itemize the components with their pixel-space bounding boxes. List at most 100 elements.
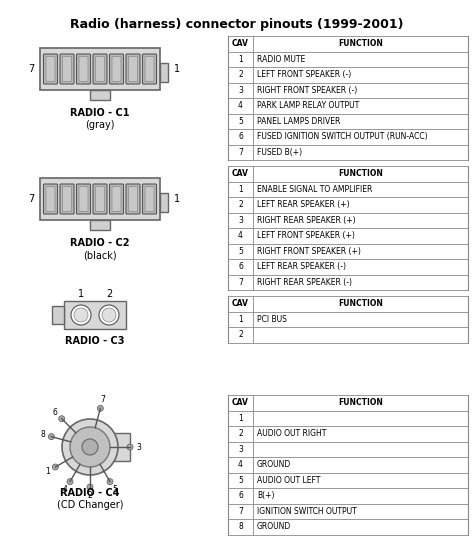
Text: 2: 2 bbox=[238, 70, 243, 79]
Text: 7: 7 bbox=[28, 194, 34, 204]
Text: 1: 1 bbox=[45, 467, 50, 476]
Circle shape bbox=[107, 478, 113, 485]
Text: (CD Changer): (CD Changer) bbox=[57, 500, 123, 510]
Text: 6: 6 bbox=[238, 132, 243, 141]
FancyBboxPatch shape bbox=[46, 186, 55, 212]
Circle shape bbox=[102, 308, 116, 322]
FancyBboxPatch shape bbox=[128, 186, 137, 212]
Text: 2: 2 bbox=[88, 491, 92, 501]
Text: PARK LAMP RELAY OUTPUT: PARK LAMP RELAY OUTPUT bbox=[257, 101, 359, 110]
FancyBboxPatch shape bbox=[79, 56, 88, 81]
FancyBboxPatch shape bbox=[145, 186, 154, 212]
Text: 1: 1 bbox=[238, 414, 243, 423]
FancyBboxPatch shape bbox=[95, 186, 104, 212]
Text: 8: 8 bbox=[238, 522, 243, 531]
FancyBboxPatch shape bbox=[126, 54, 140, 84]
Text: RADIO - C1: RADIO - C1 bbox=[70, 108, 130, 118]
Text: CAV: CAV bbox=[232, 169, 249, 178]
Text: 5: 5 bbox=[112, 485, 117, 494]
Circle shape bbox=[67, 478, 73, 485]
Text: (black): (black) bbox=[83, 250, 117, 260]
FancyBboxPatch shape bbox=[95, 56, 104, 81]
Text: 8: 8 bbox=[40, 430, 45, 439]
Circle shape bbox=[99, 305, 119, 325]
FancyBboxPatch shape bbox=[93, 184, 107, 214]
Text: 6: 6 bbox=[53, 408, 58, 417]
Text: FUNCTION: FUNCTION bbox=[338, 299, 383, 308]
Text: 1: 1 bbox=[238, 185, 243, 194]
Text: RADIO - C4: RADIO - C4 bbox=[60, 488, 120, 498]
Text: 6: 6 bbox=[238, 491, 243, 500]
Circle shape bbox=[52, 464, 58, 470]
Text: 1: 1 bbox=[238, 315, 243, 324]
Text: PCI BUS: PCI BUS bbox=[257, 315, 287, 324]
Text: RIGHT REAR SPEAKER (-): RIGHT REAR SPEAKER (-) bbox=[257, 278, 352, 287]
Text: B(+): B(+) bbox=[257, 491, 274, 500]
Text: FUNCTION: FUNCTION bbox=[338, 398, 383, 407]
Bar bbox=[90, 220, 110, 230]
FancyBboxPatch shape bbox=[145, 56, 154, 81]
Text: 7: 7 bbox=[238, 278, 243, 287]
FancyBboxPatch shape bbox=[76, 184, 91, 214]
FancyBboxPatch shape bbox=[63, 56, 72, 81]
Text: 7: 7 bbox=[238, 148, 243, 157]
Text: ENABLE SIGNAL TO AMPLIFIER: ENABLE SIGNAL TO AMPLIFIER bbox=[257, 185, 373, 194]
Bar bbox=[108, 433, 130, 461]
Text: 2: 2 bbox=[106, 289, 112, 299]
Text: 4: 4 bbox=[238, 231, 243, 240]
Text: RADIO - C3: RADIO - C3 bbox=[65, 336, 125, 346]
Text: RIGHT FRONT SPEAKER (+): RIGHT FRONT SPEAKER (+) bbox=[257, 247, 361, 256]
Circle shape bbox=[62, 419, 118, 475]
Text: 1: 1 bbox=[174, 64, 180, 74]
Bar bbox=[228, 395, 468, 534]
Circle shape bbox=[71, 305, 91, 325]
Text: 4: 4 bbox=[238, 460, 243, 469]
Bar bbox=[228, 36, 468, 160]
Bar bbox=[228, 166, 468, 290]
FancyBboxPatch shape bbox=[60, 184, 74, 214]
Circle shape bbox=[48, 434, 55, 440]
Text: AUDIO OUT LEFT: AUDIO OUT LEFT bbox=[257, 476, 320, 485]
FancyBboxPatch shape bbox=[128, 56, 137, 81]
FancyBboxPatch shape bbox=[46, 56, 55, 81]
Bar bbox=[64, 301, 126, 329]
Text: 1: 1 bbox=[78, 289, 84, 299]
Text: FUSED IGNITION SWITCH OUTPUT (RUN-ACC): FUSED IGNITION SWITCH OUTPUT (RUN-ACC) bbox=[257, 132, 428, 141]
Circle shape bbox=[87, 484, 93, 490]
FancyBboxPatch shape bbox=[112, 56, 121, 81]
Text: LEFT REAR SPEAKER (+): LEFT REAR SPEAKER (+) bbox=[257, 200, 350, 209]
Circle shape bbox=[70, 427, 110, 467]
Text: CAV: CAV bbox=[232, 299, 249, 308]
FancyBboxPatch shape bbox=[44, 54, 57, 84]
FancyBboxPatch shape bbox=[79, 186, 88, 212]
Text: CAV: CAV bbox=[232, 39, 249, 48]
Text: FUSED B(+): FUSED B(+) bbox=[257, 148, 302, 157]
Text: 7: 7 bbox=[28, 64, 34, 74]
Text: Radio (harness) connector pinouts (1999-2001): Radio (harness) connector pinouts (1999-… bbox=[70, 18, 404, 31]
Text: 2: 2 bbox=[238, 330, 243, 339]
Text: 3: 3 bbox=[238, 216, 243, 225]
Text: RADIO MUTE: RADIO MUTE bbox=[257, 55, 305, 64]
Text: LEFT FRONT SPEAKER (+): LEFT FRONT SPEAKER (+) bbox=[257, 231, 355, 240]
FancyBboxPatch shape bbox=[63, 186, 72, 212]
Text: 7: 7 bbox=[238, 507, 243, 516]
Bar bbox=[90, 90, 110, 100]
Text: 3: 3 bbox=[238, 86, 243, 94]
Bar bbox=[52, 306, 64, 324]
Text: 4: 4 bbox=[238, 101, 243, 110]
Text: IGNITION SWITCH OUTPUT: IGNITION SWITCH OUTPUT bbox=[257, 507, 357, 516]
Circle shape bbox=[59, 416, 65, 422]
Text: PANEL LAMPS DRIVER: PANEL LAMPS DRIVER bbox=[257, 117, 340, 126]
Text: 5: 5 bbox=[238, 476, 243, 485]
Text: FUNCTION: FUNCTION bbox=[338, 169, 383, 178]
Circle shape bbox=[127, 444, 133, 450]
Bar bbox=[40, 178, 160, 220]
Text: 4: 4 bbox=[63, 485, 68, 494]
Circle shape bbox=[82, 439, 98, 455]
Text: RIGHT REAR SPEAKER (+): RIGHT REAR SPEAKER (+) bbox=[257, 216, 356, 225]
FancyBboxPatch shape bbox=[126, 184, 140, 214]
FancyBboxPatch shape bbox=[109, 184, 124, 214]
FancyBboxPatch shape bbox=[109, 54, 124, 84]
FancyBboxPatch shape bbox=[60, 54, 74, 84]
Text: 6: 6 bbox=[238, 262, 243, 272]
